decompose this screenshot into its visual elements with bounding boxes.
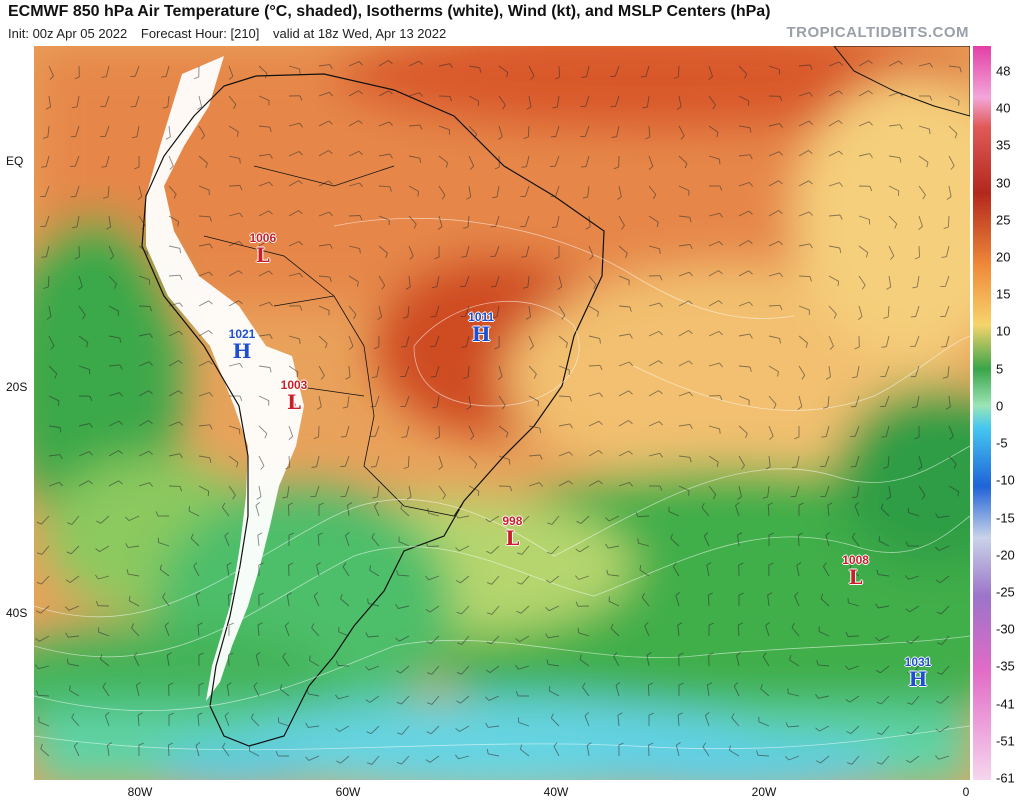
colorbar-tick-label: -10 xyxy=(996,472,1015,488)
low-pressure-center: 1003 L xyxy=(281,379,308,413)
colorbar-tick-label: 30 xyxy=(996,175,1011,191)
high-pressure-center: 1011 H xyxy=(468,311,494,345)
colorbar-tick-label: 0 xyxy=(996,398,1004,414)
low-pressure-center: 998 L xyxy=(502,515,522,549)
colorbar-tick-label: -20 xyxy=(996,547,1015,563)
colorbar-tick-label: -61 xyxy=(996,770,1015,786)
temperature-colorbar xyxy=(973,46,991,780)
lon-label: 20W xyxy=(751,785,777,799)
isotherms xyxy=(34,217,970,751)
colorbar-tick-label: 5 xyxy=(996,361,1004,377)
africa-outline xyxy=(833,46,970,117)
valid-time: valid at 18z Wed, Apr 13 2022 xyxy=(273,26,447,41)
high-pressure-center: 1021 H xyxy=(229,328,256,362)
colorbar-tick-label: 25 xyxy=(996,212,1011,228)
pressure-symbol: L xyxy=(505,525,520,550)
colorbar-tick-label: -35 xyxy=(996,658,1015,674)
temperature-map xyxy=(34,46,970,780)
init-time: Init: 00z Apr 05 2022 xyxy=(8,26,128,41)
colorbar-tick-label: -41 xyxy=(996,696,1015,712)
south-america-outline xyxy=(141,73,605,747)
colorbar-tick-label: 40 xyxy=(996,100,1011,116)
forecast-hour: Forecast Hour: [210] xyxy=(140,26,260,41)
colorbar-tick-label: -25 xyxy=(996,584,1015,600)
wind-barbs xyxy=(35,60,962,765)
colorbar-tick-label: -51 xyxy=(996,733,1015,749)
low-pressure-center: 1008 L xyxy=(842,554,869,588)
pressure-value: 1003 xyxy=(280,378,308,393)
lat-label: EQ xyxy=(6,153,24,168)
colorbar-tick-label: 48 xyxy=(996,63,1011,79)
temperature-field xyxy=(34,46,970,780)
colorbar-tick-label: 20 xyxy=(996,249,1011,265)
pressure-symbol: H xyxy=(471,322,491,347)
colorbar-tick-label: 10 xyxy=(996,323,1011,339)
colorbar-tick-label: 35 xyxy=(996,137,1011,153)
brand-watermark: TROPICALTIDBITS.COM xyxy=(786,24,969,41)
andes-terrain-mask xyxy=(146,56,304,701)
pressure-symbol: L xyxy=(286,390,302,415)
lon-label: 40W xyxy=(543,785,569,799)
lon-label: 80W xyxy=(127,785,153,799)
low-pressure-center: 1006 L xyxy=(249,232,276,266)
pressure-symbol: H xyxy=(908,666,928,691)
map-title: ECMWF 850 hPa Air Temperature (°C, shade… xyxy=(8,3,771,20)
pressure-value: 1011 xyxy=(468,310,495,325)
lon-label: 0 xyxy=(962,785,970,799)
lat-label: 40S xyxy=(6,605,28,620)
lat-label: 20S xyxy=(6,379,28,394)
colorbar-tick-label: -30 xyxy=(996,621,1015,637)
pressure-value: 998 xyxy=(502,513,523,528)
high-pressure-center: 1031 H xyxy=(905,656,932,690)
pressure-value: 1006 xyxy=(249,231,277,246)
pressure-value: 1021 xyxy=(228,327,256,342)
map-subtitle: Init: 00z Apr 05 2022 Forecast Hour: [21… xyxy=(8,26,456,41)
colorbar-tick-label: -5 xyxy=(996,435,1008,451)
pressure-value: 1008 xyxy=(842,553,869,568)
pressure-symbol: L xyxy=(848,565,863,590)
colorbar-tick-label: -15 xyxy=(996,510,1015,526)
pressure-symbol: L xyxy=(255,243,270,268)
pressure-symbol: H xyxy=(232,339,252,364)
lon-label: 60W xyxy=(335,785,361,799)
country-borders xyxy=(203,165,465,517)
colorbar-tick-label: 15 xyxy=(996,286,1011,302)
pressure-value: 1031 xyxy=(904,654,932,669)
